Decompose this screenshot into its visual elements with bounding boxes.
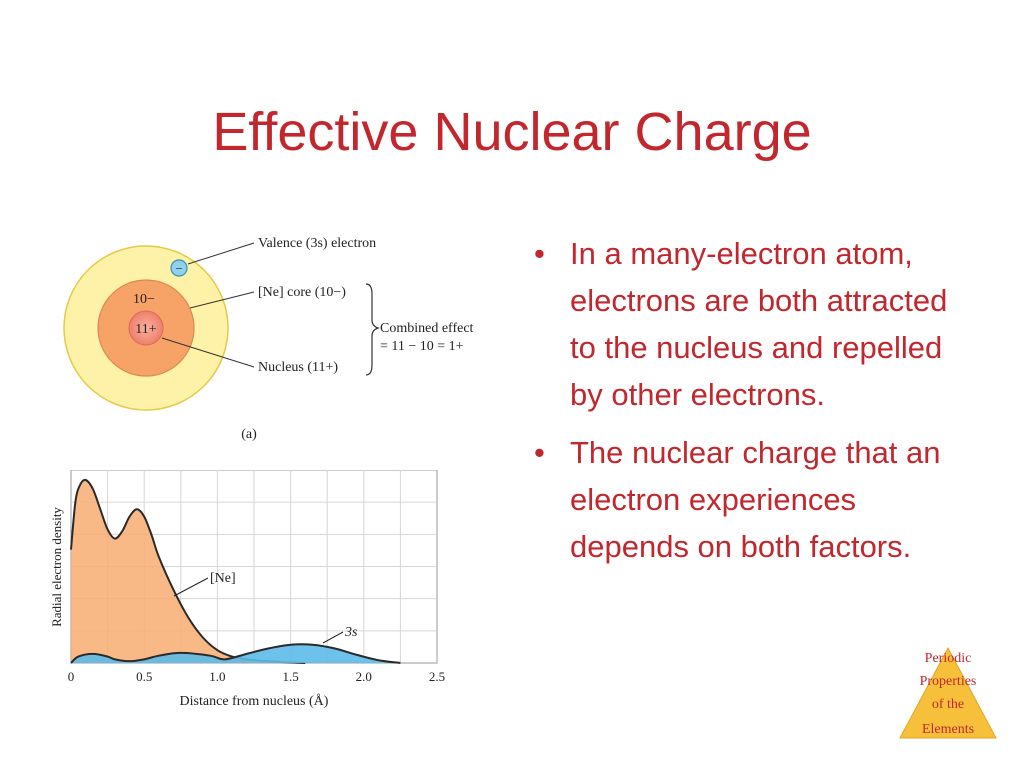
bullet-list: • In a many-electron atom, electrons are … (530, 230, 980, 581)
x-axis-label: Distance from nucleus (Å) (180, 693, 329, 709)
x-tick-label: 2.5 (429, 669, 445, 684)
badge-line-4: Elements (922, 722, 974, 737)
nucleus (128, 310, 164, 346)
nucleus-charge: 11+ (135, 322, 156, 337)
series-label-3s: 3s (344, 625, 358, 640)
x-tick-label: 2.0 (356, 669, 372, 684)
core-label: [Ne] core (10−) (258, 285, 346, 300)
x-tick-label: 1.0 (209, 669, 225, 684)
badge-line-1: Periodic (925, 651, 972, 666)
radial-density-chart: [Ne] 3s 0 0.5 1.0 1.5 2.0 2.5 Distance from nu… (40, 469, 470, 720)
figure-caption: (a) (241, 427, 257, 442)
x-tick-label: 0 (68, 669, 75, 684)
series-label-leader-3s (322, 631, 344, 644)
badge-triangle (899, 646, 997, 739)
series-area-3s (71, 644, 401, 663)
badge-line-2: Properties (920, 674, 977, 689)
y-axis-label: Radial electron density (49, 507, 64, 627)
x-tick-label: 1.5 (282, 669, 298, 684)
periodic-properties-badge: Periodic Properties of the Elements (896, 640, 1000, 744)
valence-label: Valence (3s) electron (258, 236, 376, 251)
electron-sign: − (175, 261, 182, 276)
bullet-text: In a many-electron atom, electrons are b… (570, 236, 948, 412)
bullet-item: • In a many-electron atom, electrons are … (534, 236, 948, 412)
series-label-ne: [Ne] (210, 571, 236, 586)
series-area-ne (71, 479, 306, 663)
valence-electron (170, 259, 188, 277)
core-charge: 10− (133, 292, 155, 307)
atom-shell-diagram: 10− 11+ − Valence (3s) electron [Ne] cor… (40, 220, 510, 450)
nucleus-label: Nucleus (11+) (258, 360, 338, 375)
bullet-text: The nuclear charge that an electron expe… (570, 435, 941, 564)
combined-effect-line2: = 11 − 10 = 1+ (380, 339, 464, 354)
x-tick-label: 0.5 (136, 669, 152, 684)
badge-line-3: of the (932, 697, 964, 712)
series-label-leader-ne (173, 577, 209, 597)
series-line-3s (70, 643, 401, 664)
bullet-item: • The nuclear charge that an electron exp… (534, 435, 941, 564)
slide-title: Effective Nuclear Charge (212, 102, 812, 162)
combined-effect-line1: Combined effect (380, 321, 474, 336)
